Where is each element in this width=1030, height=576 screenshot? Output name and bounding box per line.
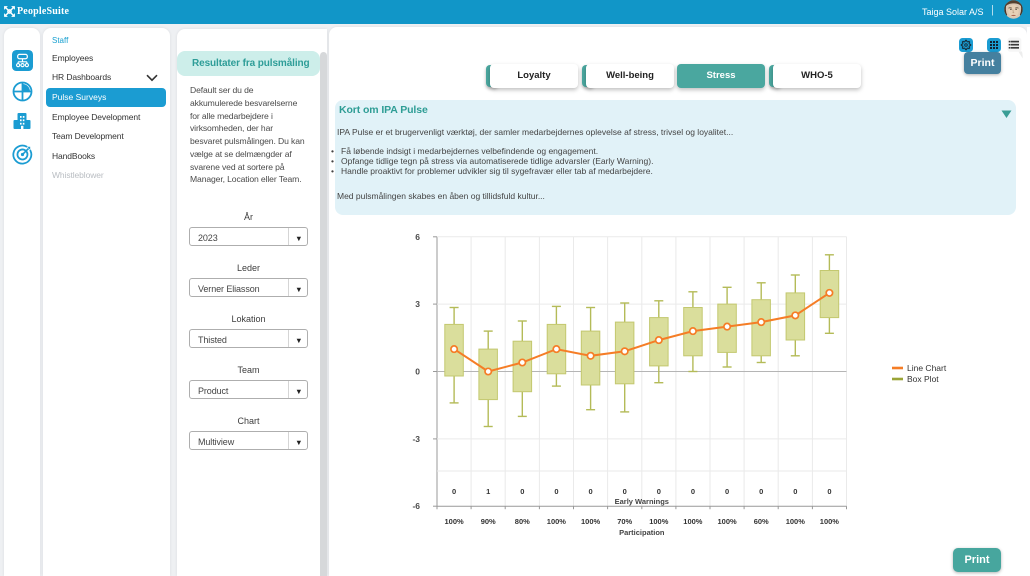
svg-text:1: 1: [486, 487, 490, 496]
svg-text:70%: 70%: [617, 517, 632, 526]
svg-text:100%: 100%: [547, 517, 567, 526]
svg-text:0: 0: [520, 487, 524, 496]
svg-text:3: 3: [415, 299, 420, 309]
svg-text:Box Plot: Box Plot: [907, 374, 939, 384]
svg-text:100%: 100%: [683, 517, 703, 526]
svg-text:0: 0: [415, 367, 420, 377]
svg-text:0: 0: [827, 487, 831, 496]
svg-text:6: 6: [415, 232, 420, 242]
svg-text:100%: 100%: [581, 517, 601, 526]
svg-text:100%: 100%: [820, 517, 840, 526]
svg-text:0: 0: [589, 487, 593, 496]
svg-text:0: 0: [691, 487, 695, 496]
svg-text:100%: 100%: [649, 517, 669, 526]
svg-text:Line Chart: Line Chart: [907, 363, 947, 373]
svg-text:0: 0: [725, 487, 729, 496]
svg-text:Participation: Participation: [619, 528, 665, 537]
svg-text:100%: 100%: [445, 517, 465, 526]
svg-text:100%: 100%: [786, 517, 806, 526]
svg-text:0: 0: [623, 487, 627, 496]
svg-text:-6: -6: [412, 501, 420, 511]
svg-text:-3: -3: [412, 434, 420, 444]
svg-text:80%: 80%: [515, 517, 530, 526]
svg-text:0: 0: [657, 487, 661, 496]
svg-text:0: 0: [452, 487, 456, 496]
svg-text:0: 0: [759, 487, 763, 496]
svg-text:Early Warnings: Early Warnings: [615, 497, 669, 506]
svg-text:90%: 90%: [481, 517, 496, 526]
svg-text:100%: 100%: [718, 517, 738, 526]
svg-text:0: 0: [793, 487, 797, 496]
svg-text:60%: 60%: [754, 517, 769, 526]
svg-text:0: 0: [554, 487, 558, 496]
